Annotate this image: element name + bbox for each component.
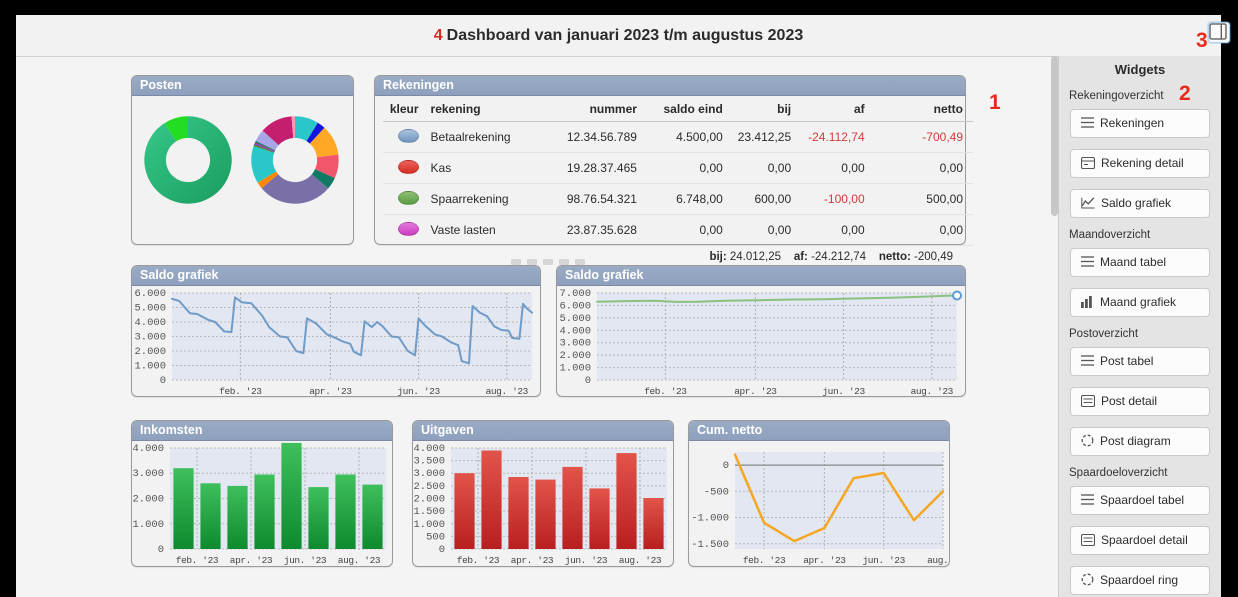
svg-text:0: 0 [585, 375, 591, 387]
svg-text:apr. '23: apr. '23 [230, 555, 273, 565]
svg-text:-1.000: -1.000 [691, 513, 729, 525]
svg-text:jun. '23: jun. '23 [565, 555, 608, 565]
svg-text:feb. '23: feb. '23 [457, 555, 500, 565]
svg-text:feb. '23: feb. '23 [219, 386, 262, 396]
svg-text:1.500: 1.500 [413, 506, 445, 518]
svg-text:apr. '23: apr. '23 [734, 386, 777, 396]
svg-text:4.000: 4.000 [134, 317, 166, 329]
svg-text:4.000: 4.000 [132, 443, 164, 455]
svg-text:1.000: 1.000 [134, 361, 166, 373]
svg-text:apr. '23: apr. '23 [309, 386, 352, 396]
svg-text:0: 0 [723, 460, 729, 472]
svg-text:apr. '23: apr. '23 [511, 555, 554, 565]
svg-text:2.500: 2.500 [413, 481, 445, 493]
svg-text:2.000: 2.000 [559, 350, 591, 362]
svg-text:1.000: 1.000 [559, 363, 591, 375]
svg-text:2.000: 2.000 [132, 494, 164, 506]
svg-text:6.000: 6.000 [559, 300, 591, 312]
svg-text:2.000: 2.000 [413, 494, 445, 506]
svg-text:0: 0 [160, 375, 166, 387]
svg-text:3.000: 3.000 [134, 332, 166, 344]
svg-text:3.000: 3.000 [559, 338, 591, 350]
svg-text:500: 500 [426, 531, 445, 543]
svg-text:3.000: 3.000 [132, 468, 164, 480]
svg-text:jun. '23: jun. '23 [397, 386, 440, 396]
svg-text:0: 0 [439, 544, 445, 556]
svg-text:aug. '23: aug. '23 [911, 386, 954, 396]
svg-text:aug. ': aug. ' [927, 555, 949, 565]
svg-text:4.000: 4.000 [559, 325, 591, 337]
svg-text:2.000: 2.000 [134, 346, 166, 358]
svg-text:aug. '23: aug. '23 [619, 555, 662, 565]
svg-text:0: 0 [158, 544, 164, 556]
svg-text:feb. '23: feb. '23 [743, 555, 786, 565]
svg-text:-1.500: -1.500 [691, 539, 729, 551]
svg-text:-500: -500 [704, 486, 729, 498]
svg-text:aug. '23: aug. '23 [338, 555, 381, 565]
svg-text:jun. '23: jun. '23 [862, 555, 905, 565]
svg-text:6.000: 6.000 [134, 288, 166, 300]
svg-text:5.000: 5.000 [559, 313, 591, 325]
svg-text:feb. '23: feb. '23 [644, 386, 687, 396]
svg-text:3.000: 3.000 [413, 468, 445, 480]
svg-text:feb. '23: feb. '23 [176, 555, 219, 565]
svg-text:jun. '23: jun. '23 [284, 555, 327, 565]
svg-text:4.000: 4.000 [413, 443, 445, 455]
svg-text:1.000: 1.000 [132, 519, 164, 531]
svg-text:jun. '23: jun. '23 [822, 386, 865, 396]
svg-text:apr. '23: apr. '23 [803, 555, 846, 565]
svg-text:5.000: 5.000 [134, 303, 166, 315]
svg-text:3.500: 3.500 [413, 456, 445, 468]
svg-text:7.000: 7.000 [559, 288, 591, 300]
svg-text:aug. '23: aug. '23 [486, 386, 529, 396]
svg-text:1.000: 1.000 [413, 519, 445, 531]
